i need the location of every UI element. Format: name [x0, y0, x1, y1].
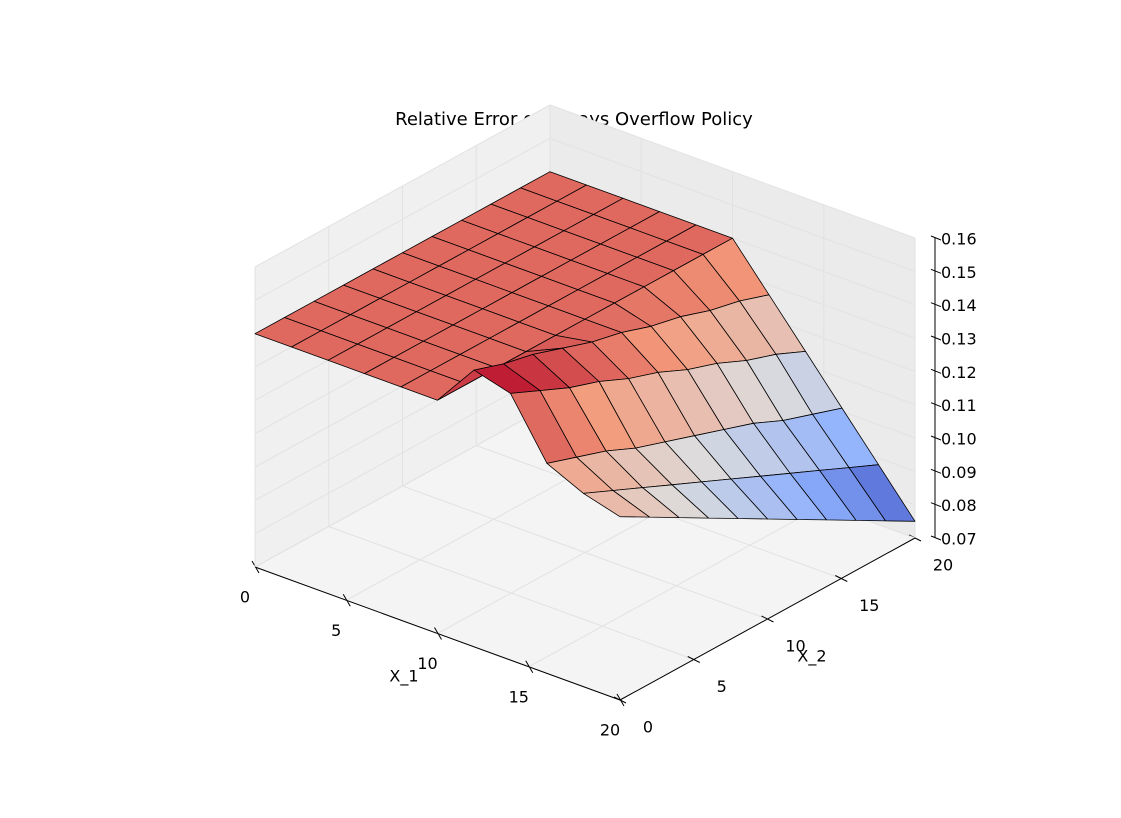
y-tick-label: 0 — [643, 718, 653, 737]
grid-line — [254, 371, 551, 535]
tick-mark — [930, 302, 942, 308]
z-tick-label: 0.11 — [941, 396, 977, 415]
grid-line — [254, 137, 551, 301]
y-tick-label: 5 — [717, 677, 727, 696]
x-axis-label: X_1 — [389, 667, 418, 687]
tick-mark — [930, 435, 942, 441]
grid-line — [254, 404, 551, 568]
y-tick-label: 20 — [933, 556, 953, 575]
grid-line — [549, 104, 916, 239]
y-tick-label: 15 — [859, 596, 879, 615]
z-tick-label: 0.07 — [941, 530, 977, 549]
z-tick-label: 0.15 — [941, 263, 977, 282]
z-tick-label: 0.16 — [941, 230, 977, 249]
tick-mark — [930, 502, 942, 508]
tick-mark — [930, 335, 942, 341]
x-tick-label: 10 — [417, 654, 437, 673]
x-tick-label: 20 — [600, 721, 620, 740]
x-tick-label: 5 — [331, 621, 341, 640]
grid-line — [549, 137, 916, 272]
tick-mark — [930, 468, 942, 474]
tick-mark — [930, 368, 942, 374]
y-axis-label: X_2 — [797, 647, 826, 667]
z-tick-label: 0.12 — [941, 363, 977, 382]
z-tick-label: 0.10 — [941, 430, 977, 449]
surface-patch — [583, 490, 650, 518]
x-tick-label: 15 — [509, 687, 529, 706]
z-tick-label: 0.13 — [941, 330, 977, 349]
grid-line — [328, 526, 694, 660]
y-tick-label: 10 — [785, 637, 805, 656]
tick-mark — [930, 402, 942, 408]
z-tick-label: 0.14 — [941, 296, 977, 315]
grid-line — [402, 485, 768, 620]
z-tick-label: 0.08 — [941, 496, 977, 515]
axis-line — [254, 566, 621, 701]
x-tick-label: 0 — [240, 588, 250, 607]
grid-line — [254, 104, 551, 268]
z-tick-label: 0.09 — [941, 463, 977, 482]
axis-line — [619, 537, 916, 701]
tick-mark — [930, 235, 942, 241]
tick-mark — [930, 535, 942, 541]
tick-mark — [930, 268, 942, 274]
